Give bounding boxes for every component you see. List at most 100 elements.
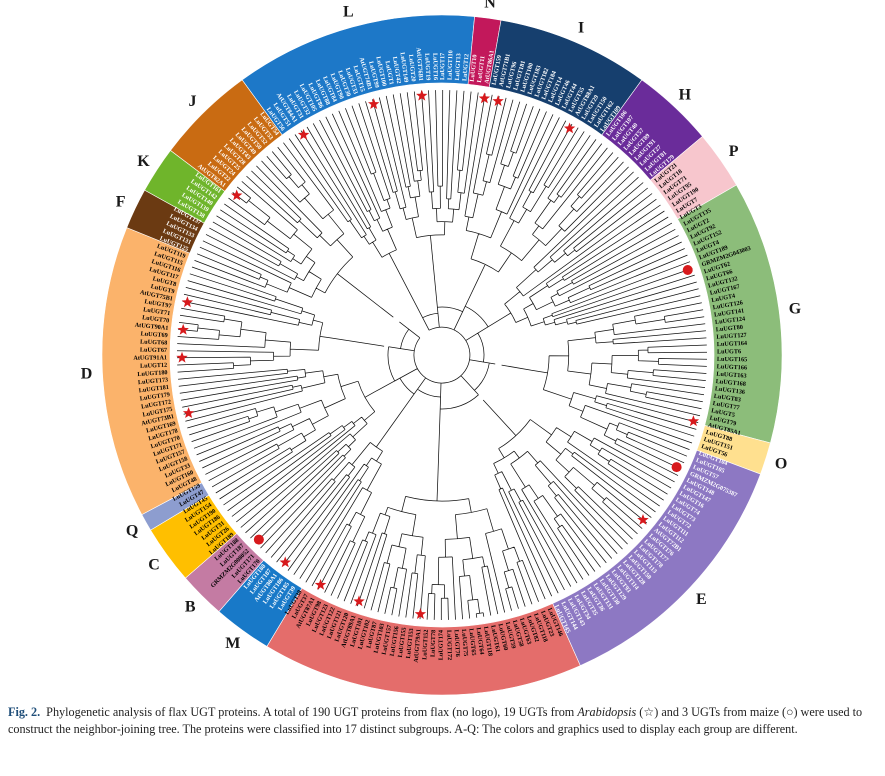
leaf-label: LuUGT12 xyxy=(461,54,470,82)
leaf-label: LuUGT174 xyxy=(438,630,445,660)
leaf-label: LuUGT180 xyxy=(137,369,168,378)
leaf-label: LuUGT65 xyxy=(467,628,477,656)
leaf-label: LuUGT17 xyxy=(439,53,446,80)
leaf-label: LuUGT19 xyxy=(423,53,431,80)
leaf-label: LuUGT4 xyxy=(711,292,736,304)
phylogenetic-tree-svg: LuUGT56LuUGT51AtUGT84A1LuUGT31LuUGT32LuU… xyxy=(81,0,802,696)
group-label-k: K xyxy=(137,153,150,170)
leaf-label: LuUGT83 xyxy=(713,393,741,404)
maize-dot-icon xyxy=(671,462,682,473)
arabidopsis-star-icon xyxy=(182,407,195,418)
leaf-label: LuUGT75 xyxy=(460,629,469,657)
leaf-label: LuUGT163 xyxy=(716,371,747,380)
leaf-label: LuUGT16 xyxy=(431,53,439,80)
arabidopsis-star-icon xyxy=(181,296,194,308)
leaf-label: LuUGT80 xyxy=(716,324,744,333)
group-label-m: M xyxy=(225,635,240,652)
maize-dot-icon xyxy=(682,265,693,276)
arabidopsis-star-icon xyxy=(231,189,243,201)
arabidopsis-star-icon xyxy=(492,95,504,106)
leaf-label: LuUGT61 xyxy=(489,625,501,653)
arabidopsis-star-icon xyxy=(368,98,380,109)
leaf-label: LuUGT11 xyxy=(476,56,487,84)
group-label-p: P xyxy=(729,143,739,160)
caption-label: Fig. 2. xyxy=(8,705,41,719)
leaf-label: LuUGT181 xyxy=(138,384,169,395)
leaf-label: LuUGT71 xyxy=(143,306,171,317)
leaf-label: LuUGT156 xyxy=(389,626,401,657)
leaf-label: LuUGT97 xyxy=(144,298,172,310)
arabidopsis-star-icon xyxy=(353,595,365,607)
group-label-c: C xyxy=(148,556,160,573)
leaf-label: LuUGT1 xyxy=(384,60,395,85)
group-label-l: L xyxy=(343,4,354,21)
group-label-i: I xyxy=(578,19,584,36)
leaf-label: LuUGT64 xyxy=(475,627,486,655)
arabidopsis-star-icon xyxy=(478,92,491,104)
leaf-label: LuUGT155 xyxy=(397,627,408,658)
group-letter-layer: LNIHPGOEAMBCQDFKJ xyxy=(81,0,802,652)
arabidopsis-star-icon xyxy=(414,608,427,619)
group-label-j: J xyxy=(188,93,196,110)
group-label-q: Q xyxy=(126,522,138,539)
arabidopsis-star-icon xyxy=(687,415,700,427)
leaf-label: LuUGT168 xyxy=(715,378,746,388)
leaf-label: LuUGT10 xyxy=(469,54,479,82)
group-label-d: D xyxy=(81,366,93,383)
leaf-label: LuUGT68 xyxy=(140,338,167,346)
arabidopsis-star-icon xyxy=(637,514,649,525)
leaf-label: LuUGT141 xyxy=(714,307,745,318)
leaf-label: LuUGT118 xyxy=(482,626,494,657)
leaf-label: LuUGT78 xyxy=(429,630,437,657)
caption-text-part1: Phylogenetic analysis of flax UGT protei… xyxy=(46,705,578,719)
leaf-label: LuUGT166 xyxy=(717,363,748,371)
species-markers xyxy=(176,89,700,619)
leaf-label: LuUGT136 xyxy=(714,385,745,396)
leaf-label: AtUGT79A1 xyxy=(413,629,423,663)
group-label-h: H xyxy=(679,87,692,104)
leaf-label: LuUGT20 xyxy=(407,54,417,82)
tree-branches xyxy=(176,89,708,620)
leaf-label: LuUGT42 xyxy=(391,56,402,84)
leaf-label: LuUGT179 xyxy=(139,391,170,402)
leaf-label: LuUGT164 xyxy=(717,340,748,348)
figure-caption: Fig. 2. Phylogenetic analysis of flax UGT… xyxy=(8,704,880,738)
leaf-label: AtUGT91A1 xyxy=(133,354,167,361)
group-sector-j xyxy=(170,79,283,192)
leaf-label: LuUGT127 xyxy=(716,332,747,341)
leaf-label: LuUGT67 xyxy=(140,347,167,354)
arabidopsis-star-icon xyxy=(416,89,428,101)
leaf-label: LuUGT110 xyxy=(447,50,455,80)
arabidopsis-star-icon xyxy=(176,351,188,363)
leaf-label: LuUGT173 xyxy=(138,377,169,387)
group-label-n: N xyxy=(484,0,496,11)
leaf-label: LuUGT165 xyxy=(717,356,747,363)
leaf-label-layer: LuUGT56LuUGT51AtUGT84A1LuUGT31LuUGT32LuU… xyxy=(133,47,751,663)
caption-species: Arabidopsis xyxy=(577,705,637,719)
arabidopsis-star-icon xyxy=(563,122,576,134)
leaf-label: LuUGT70 xyxy=(142,314,170,324)
phylogenetic-tree-figure: LuUGT56 LuUGT51 AtUGT84A1 LuUGT31 LuUGT32 LuU… xyxy=(81,0,802,696)
leaf-label: LuUGT152 xyxy=(421,629,430,660)
arabidopsis-star-icon xyxy=(314,578,327,590)
caption-text-part2: (☆) and 3 UGTs from maize (○) were used … xyxy=(8,705,863,736)
branch-paths xyxy=(176,89,708,620)
leaf-label: LuUGT153 xyxy=(405,628,415,659)
leaf-label: LuUGT172 xyxy=(445,630,453,660)
arabidopsis-star-icon xyxy=(297,128,310,140)
leaf-label: LuUGT76 xyxy=(453,629,461,656)
leaf-label: LuUGT5 xyxy=(711,407,736,419)
leaf-label: LuUGT149 xyxy=(399,52,410,83)
leaf-label: LuUGT69 xyxy=(140,330,168,339)
arabidopsis-star-icon xyxy=(177,323,189,335)
arabidopsis-star-icon xyxy=(279,556,291,568)
leaf-label: LuUGT77 xyxy=(712,400,740,412)
group-label-f: F xyxy=(116,194,126,211)
group-label-b: B xyxy=(185,599,196,616)
group-label-o: O xyxy=(775,456,787,473)
leaf-label: LuUGT13 xyxy=(454,53,463,81)
leaf-label: LuUGT124 xyxy=(715,315,746,326)
group-label-g: G xyxy=(789,301,802,318)
maize-dot-icon xyxy=(253,534,264,545)
leaf-label: LuUGT12 xyxy=(140,362,167,370)
